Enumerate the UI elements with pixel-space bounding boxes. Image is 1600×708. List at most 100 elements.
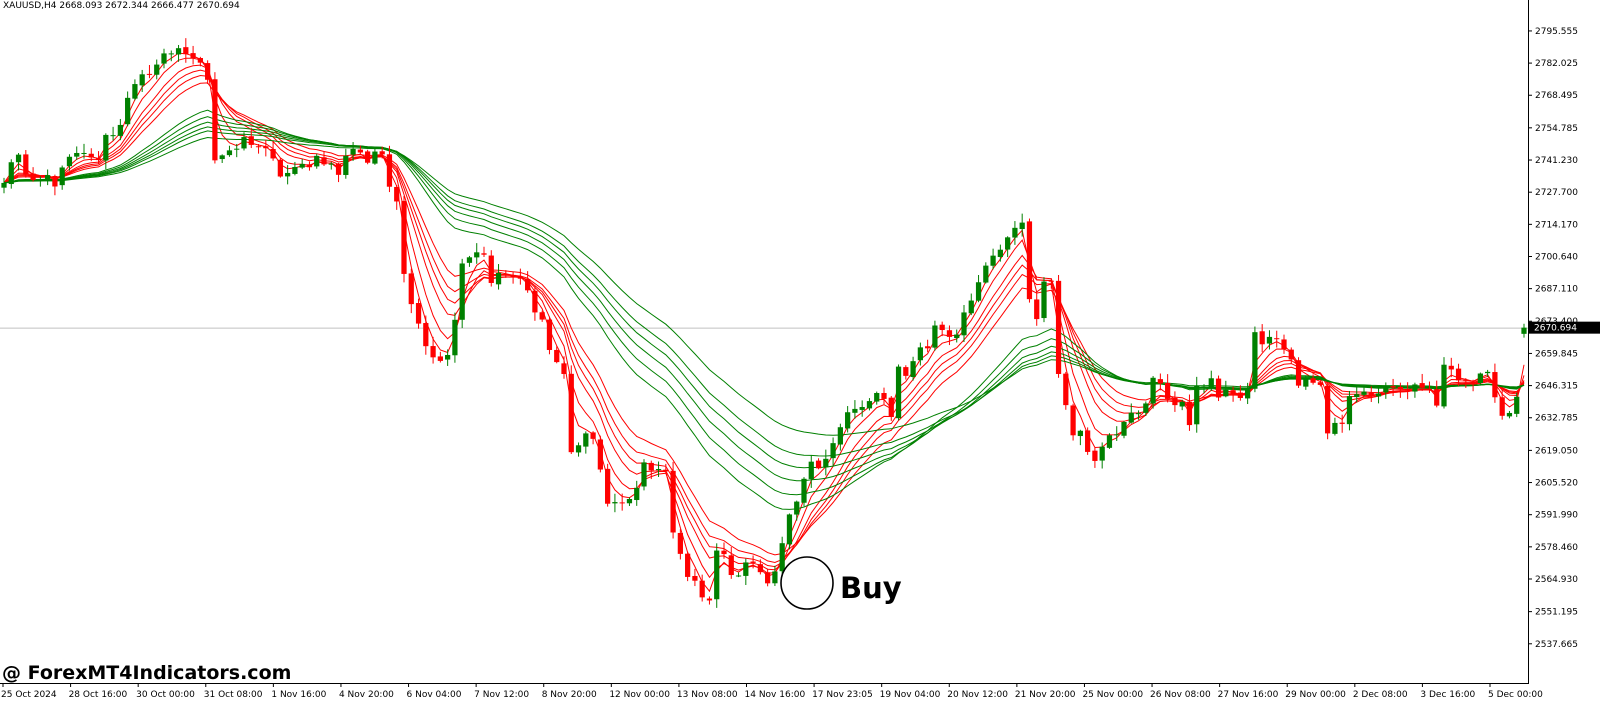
candle-body [277, 159, 283, 177]
candle-body [983, 265, 989, 283]
time-tick-label: 12 Nov 00:00 [609, 690, 670, 700]
candle-body [1463, 379, 1469, 381]
candle-body [8, 162, 14, 185]
candle-body [561, 363, 567, 374]
time-tick-label: 21 Nov 20:00 [1015, 690, 1076, 700]
candle-body [794, 501, 800, 515]
candle-body [66, 156, 73, 167]
candle-body [532, 290, 538, 313]
price-tick-label: 2700.640 [1535, 252, 1578, 262]
candle-body [248, 136, 254, 145]
candle-body [1143, 403, 1149, 413]
candle-body [743, 562, 749, 576]
candle-body [1041, 281, 1047, 319]
candle-body [74, 152, 80, 157]
candle-body [874, 392, 880, 402]
candle-body [1397, 386, 1403, 390]
candle-body [685, 553, 691, 577]
candle-body [1354, 394, 1360, 398]
candle-body [670, 470, 676, 533]
candle-body [452, 319, 458, 356]
candle-body [212, 79, 218, 161]
candle-body [1179, 401, 1185, 407]
candle-body [1085, 430, 1091, 452]
candles [1, 38, 1527, 608]
candle-body [23, 154, 29, 175]
candle-body [663, 469, 669, 472]
time-tick-label: 29 Nov 00:00 [1285, 690, 1346, 700]
candle-body [146, 73, 153, 75]
candle-body [1165, 382, 1171, 399]
buy-annotation: Buy [840, 571, 902, 605]
candle-body [1237, 392, 1243, 398]
candle-body [1448, 365, 1454, 370]
candle-body [37, 179, 43, 181]
candle-body [881, 393, 887, 399]
price-tick-label: 2551.195 [1535, 608, 1578, 618]
ema-60-line [3, 136, 1525, 436]
time-tick-label: 8 Nov 20:00 [542, 690, 597, 700]
candle-body [546, 319, 553, 350]
candle-body [1099, 446, 1105, 461]
time-tick-label: 1 Nov 16:00 [271, 690, 326, 700]
price-tick-label: 2537.665 [1535, 640, 1578, 650]
candle-body [1441, 364, 1447, 407]
candle-body [786, 514, 793, 545]
candle-body [292, 166, 298, 174]
candle-body [270, 148, 276, 159]
candle-body [1281, 339, 1287, 350]
candle-body [1012, 227, 1018, 238]
candle-body [1063, 373, 1069, 406]
candle-body [1266, 336, 1273, 344]
candle-body [1317, 382, 1323, 385]
candle-body [568, 373, 574, 453]
candle-body [234, 148, 240, 150]
price-axis: 2795.555 2782.025 2768.495 2754.785 2741.230… [1528, 27, 1600, 650]
candle-body [975, 282, 982, 301]
candle-body [321, 157, 327, 165]
time-tick-label: 28 Oct 16:00 [69, 690, 128, 700]
candle-body [1506, 412, 1513, 417]
candle-body [605, 468, 611, 504]
price-tick-label: 2754.785 [1535, 124, 1578, 134]
candle-body [932, 325, 938, 348]
candle-body [590, 432, 596, 439]
candle-body [575, 445, 582, 453]
candle-body [801, 478, 807, 503]
candle-body [459, 263, 465, 320]
candle-body [1223, 389, 1229, 397]
candle-body [372, 151, 378, 164]
candle-body [1455, 368, 1462, 381]
candle-body [161, 53, 167, 64]
price-tick-label: 2578.460 [1535, 543, 1578, 553]
candle-body [837, 427, 843, 445]
candle-body [132, 84, 138, 99]
time-tick-label: 20 Nov 12:00 [947, 690, 1008, 700]
candle-body [1186, 401, 1193, 426]
candle-body [1150, 377, 1156, 404]
candle-body [1026, 221, 1033, 300]
candle-body [1368, 392, 1374, 396]
candle-body [946, 330, 953, 337]
candle-body [917, 347, 923, 361]
price-tick-label: 2659.845 [1535, 349, 1578, 359]
time-tick-label: 5 Dec 00:00 [1488, 690, 1543, 700]
candle-body [139, 74, 145, 86]
time-axis: 25 Oct 2024 28 Oct 16:00 30 Oct 00:00 31 Oc… [1, 683, 1543, 700]
candle-body [510, 274, 516, 277]
candle-body [88, 153, 94, 158]
candle-body [721, 550, 727, 555]
candle-body [430, 346, 436, 358]
current-price-label: 2670.694 [1534, 324, 1577, 334]
candle-body [1514, 396, 1520, 414]
candle-body [437, 356, 443, 361]
time-tick-label: 2 Dec 08:00 [1353, 690, 1408, 700]
price-tick-label: 2741.230 [1535, 156, 1578, 166]
candle-body [823, 458, 829, 468]
candle-body [583, 433, 589, 447]
candle-body [503, 274, 509, 276]
candle-body [81, 152, 87, 154]
candle-body [815, 460, 822, 469]
price-tick-label: 2727.700 [1535, 188, 1578, 198]
